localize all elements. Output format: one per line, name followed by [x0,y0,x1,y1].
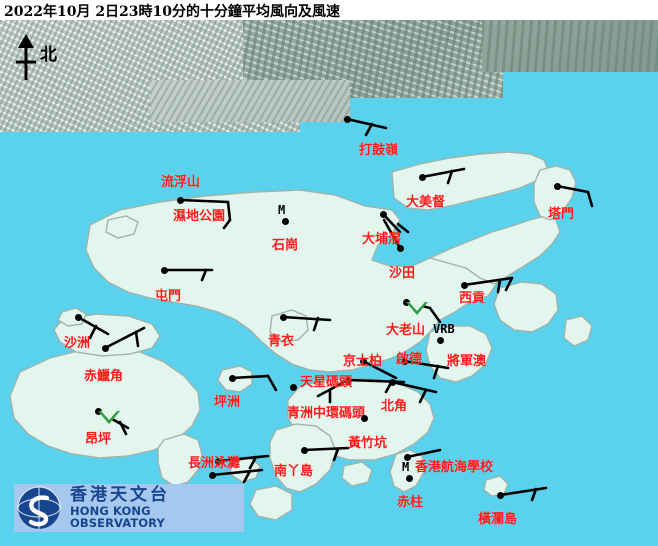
station-label: 北角 [381,399,408,414]
station-dot[interactable] [460,281,468,289]
station-dot[interactable] [214,457,222,465]
land-lamma [269,423,337,493]
station-label: 啟德 [396,352,423,367]
station-label: 大美督 [406,195,446,210]
page-title: 2022年10月 2日23時10分的十分鐘平均風向及風速 [4,4,341,20]
station-dot[interactable] [74,313,82,321]
mainland-satellite-central [150,80,350,122]
station-label: 石崗 [272,238,299,253]
station-dot[interactable] [101,344,109,352]
station-label: 將軍澳 [447,354,487,369]
station-dot[interactable] [553,182,561,190]
station-label: 西貢 [459,291,486,306]
station-label: 赤柱 [397,495,424,510]
station-dot[interactable] [344,376,352,384]
gale-triangle-icon [98,411,120,424]
hko-logo-icon [16,485,62,531]
station-label: 長洲泳灘 [188,456,241,471]
station-dot[interactable] [379,210,387,218]
station-label: 大老山 [386,323,426,338]
station-dot[interactable] [396,244,404,252]
hko-logo: 香港天文台 HONG KONG OBSERVATORY [14,484,244,532]
station-label: 昂坪 [85,432,112,447]
land-sai-kung-east [493,281,559,333]
hko-logo-text: 香港天文台 HONG KONG OBSERVATORY [70,485,244,530]
station-label: 塔門 [548,207,575,222]
station-label: 京士柏 [343,354,383,369]
station-label: 沙洲 [64,336,91,351]
station-label: 黃竹坑 [348,436,388,451]
station-dot[interactable] [343,115,351,123]
station-dot[interactable] [496,491,504,499]
north-arrow-icon [16,34,36,80]
land-new-territories [85,189,499,373]
coastline-layer [9,151,593,521]
land-cheung-chau [157,433,203,487]
station-dot[interactable] [400,357,408,365]
station-dot[interactable] [405,474,413,482]
station-label: 南丫島 [274,464,314,479]
station-label: 坪洲 [214,395,241,410]
land-sha-chau [57,307,87,327]
station-label: 大埔滘 [362,232,402,247]
land-southern-islet-c [341,461,373,487]
station-dot[interactable] [403,453,411,461]
north-arrow-label: 北 [40,45,57,65]
station-label: 天星碼頭 [300,375,353,390]
station-dot[interactable] [279,313,287,321]
land-nw-islet [105,215,139,239]
station-dot[interactable] [208,471,216,479]
station-label: 青衣 [268,334,295,349]
station-dot[interactable] [436,336,444,344]
hko-logo-chinese: 香港天文台 [70,485,170,506]
land-southern-islet-b [249,485,293,521]
station-label: 沙田 [389,266,416,281]
title-bar: 2022年10月 2日23時10分的十分鐘平均風向及風速 [0,0,658,20]
north-arrow: 北 [8,32,72,84]
gale-triangle-icon [406,302,428,315]
station-label: 香港航海學校 [415,460,494,475]
station-label: 濕地公園 [173,209,226,224]
station-dot[interactable] [228,374,236,382]
station-label: 青洲 [287,406,314,421]
land-waglan [483,475,509,497]
station-marker-m: M [402,460,410,474]
station-dot[interactable] [360,414,368,422]
station-dot[interactable] [176,196,184,204]
station-label: 赤鱲角 [84,369,124,384]
station-dot[interactable] [359,357,367,365]
station-dot[interactable] [160,266,168,274]
station-marker-m: M [278,203,286,217]
station-dot[interactable] [289,383,297,391]
station-label: 流浮山 [161,175,201,190]
station-dot[interactable] [281,217,289,225]
station-label: 打鼓嶺 [359,143,399,158]
station-dot[interactable] [388,378,396,386]
land-east-island-small [563,315,593,347]
mainland-satellite-far-northeast [482,20,658,72]
station-marker-vrb: VRB [433,322,455,336]
station-label: 中環碼頭 [313,406,366,421]
station-dot[interactable] [418,173,426,181]
station-dot[interactable] [300,446,308,454]
wind-map-canvas[interactable]: 北 [0,20,658,546]
station-label: 屯門 [155,289,182,304]
hko-logo-english: HONG KONG OBSERVATORY [70,503,165,530]
station-label: 橫瀾島 [478,512,518,527]
